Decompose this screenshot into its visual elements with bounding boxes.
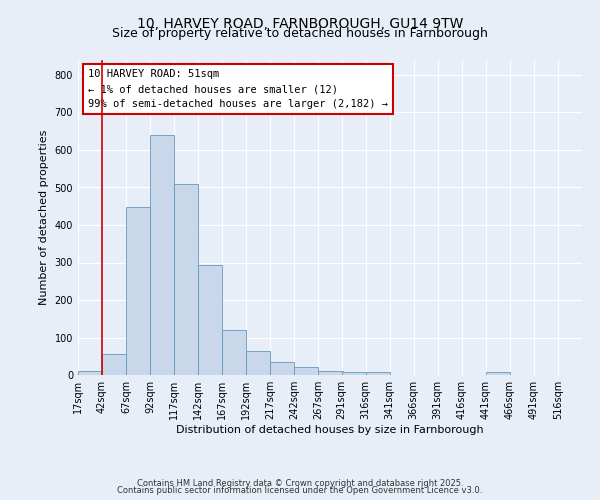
Y-axis label: Number of detached properties: Number of detached properties xyxy=(39,130,49,305)
Text: Contains public sector information licensed under the Open Government Licence v3: Contains public sector information licen… xyxy=(118,486,482,495)
Text: 10 HARVEY ROAD: 51sqm
← 1% of detached houses are smaller (12)
99% of semi-detac: 10 HARVEY ROAD: 51sqm ← 1% of detached h… xyxy=(88,70,388,109)
X-axis label: Distribution of detached houses by size in Farnborough: Distribution of detached houses by size … xyxy=(176,425,484,435)
Bar xyxy=(198,265,222,375)
Bar xyxy=(341,372,365,375)
Bar xyxy=(78,370,102,375)
Text: Size of property relative to detached houses in Farnborough: Size of property relative to detached ho… xyxy=(112,28,488,40)
Bar xyxy=(126,207,150,375)
Text: Contains HM Land Registry data © Crown copyright and database right 2025.: Contains HM Land Registry data © Crown c… xyxy=(137,478,463,488)
Bar xyxy=(222,330,247,375)
Bar xyxy=(247,352,271,375)
Bar xyxy=(319,371,343,375)
Bar xyxy=(365,372,389,375)
Bar xyxy=(486,372,510,375)
Bar xyxy=(102,354,126,375)
Text: 10, HARVEY ROAD, FARNBOROUGH, GU14 9TW: 10, HARVEY ROAD, FARNBOROUGH, GU14 9TW xyxy=(137,18,463,32)
Bar xyxy=(174,184,198,375)
Bar xyxy=(295,367,319,375)
Bar xyxy=(271,362,295,375)
Bar xyxy=(150,135,174,375)
